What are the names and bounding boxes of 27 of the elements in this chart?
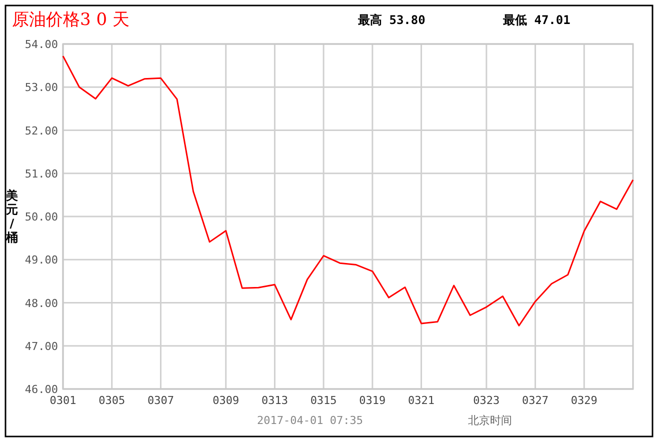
y-tick-label: 50.00 [24,210,58,224]
x-tick-label: 0315 [310,394,337,407]
y-tick-label: 53.00 [24,81,58,94]
x-tick-label: 0307 [147,394,174,407]
text: 最高 53.80 [357,13,426,27]
line-series [62,55,634,326]
y-tick-label: 49.00 [24,254,58,267]
x-tick-label: 0329 [570,394,598,407]
y-tick-label: 54.00 [24,38,58,51]
text: 最低 47.01 [502,13,570,27]
y-tick-label: 46.00 [24,383,58,396]
y-tick-label: 47.00 [24,340,58,353]
x-tick-label: 0313 [261,394,288,407]
x-tick-label: 0301 [50,394,76,407]
chart-title: 原油价格3 0 天 [12,10,130,30]
x-tick-label: 0327 [522,394,549,407]
x-tick-label: 0305 [98,394,126,407]
y-tick-label: 51.00 [24,167,58,180]
y-tick-label: 48.00 [24,296,58,310]
y-axis-title: 美元/桶 [5,188,18,244]
x-tick-label: 0309 [212,394,240,407]
text: 2017-04-01 07:35 [257,414,363,427]
y-tick-label: 52.00 [24,124,58,138]
x-tick-label: 0321 [408,394,435,407]
text: 北京时间 [468,414,512,427]
x-tick-label: 0319 [359,394,386,407]
x-tick-label: 0323 [473,394,500,407]
